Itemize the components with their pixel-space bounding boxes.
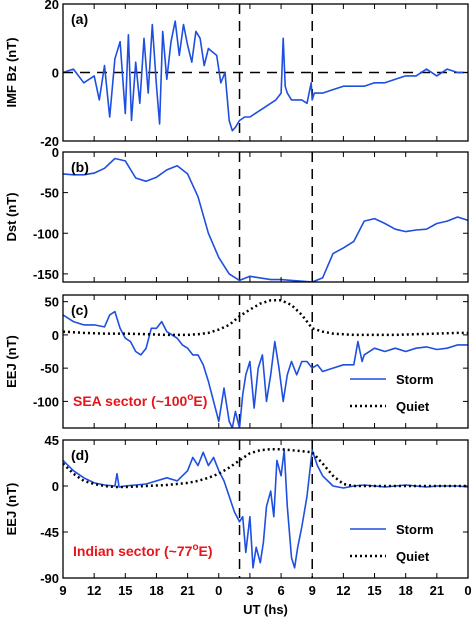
y-tick-label: -45 xyxy=(40,525,59,540)
x-tick-label: 3 xyxy=(246,583,253,598)
legend: Storm Quiet xyxy=(350,522,434,564)
x-tick-label: 0 xyxy=(464,583,471,598)
y-tick-label: 0 xyxy=(52,145,59,160)
legend-label-storm: Storm xyxy=(396,372,434,387)
plot-frame xyxy=(62,439,469,579)
y-axis-label: EEJ (nT) xyxy=(4,483,19,536)
panel-label: (d) xyxy=(71,447,89,463)
y-tick-label: -20 xyxy=(40,134,59,149)
y-tick-label: 50 xyxy=(45,295,59,310)
panel-label: (a) xyxy=(71,11,88,27)
x-tick-label: 15 xyxy=(367,583,381,598)
x-tick-label: 9 xyxy=(309,583,316,598)
panel-1: 20 0 -20 IMF Bz (nT) (a) xyxy=(4,0,469,149)
y-tick-label: 20 xyxy=(45,0,59,12)
series-data-line xyxy=(63,20,468,132)
x-axis-label: UT (hs) xyxy=(243,602,288,617)
series-group xyxy=(63,447,468,569)
legend-label-quiet: Quiet xyxy=(396,399,430,414)
x-tick-label: 9 xyxy=(59,583,66,598)
y-tick-label: -50 xyxy=(40,361,59,376)
panel-2: 0 -50 -100 -150 Dst (nT) (b) xyxy=(4,145,469,283)
x-tick-label: 0 xyxy=(215,583,222,598)
y-axis-label: Dst (nT) xyxy=(4,192,19,241)
x-tick-label: 18 xyxy=(149,583,163,598)
x-tick-label: 6 xyxy=(277,583,284,598)
x-tick-label: 21 xyxy=(430,583,444,598)
series-data-line xyxy=(63,157,468,282)
y-tick-label: -50 xyxy=(40,186,59,201)
sector-label: SEA sector (~100oE) xyxy=(73,392,207,409)
y-tick-label: -100 xyxy=(33,226,59,241)
plot-frame xyxy=(62,151,469,283)
series-storm-line xyxy=(63,310,468,428)
x-tick-label: 15 xyxy=(118,583,132,598)
panel-label: (c) xyxy=(71,302,88,318)
y-tick-label: 45 xyxy=(45,433,59,448)
y-tick-label: -90 xyxy=(40,571,59,586)
sector-label: Indian sector (~77oE) xyxy=(73,542,213,559)
y-tick-label: 0 xyxy=(52,479,59,494)
x-tick-label: 18 xyxy=(398,583,412,598)
y-tick-label: 0 xyxy=(52,328,59,343)
legend-label-storm: Storm xyxy=(396,522,434,537)
series-quiet-line xyxy=(63,447,468,489)
plot-frame xyxy=(62,294,469,429)
legend: Storm Quiet xyxy=(350,372,434,414)
legend-label-quiet: Quiet xyxy=(396,549,430,564)
x-tick-label: 21 xyxy=(180,583,194,598)
x-tick-label: 12 xyxy=(336,583,350,598)
y-tick-label: -150 xyxy=(33,267,59,282)
y-axis-label: EEJ (nT) xyxy=(4,335,19,388)
y-tick-label: 0 xyxy=(52,66,59,81)
panel-label: (b) xyxy=(71,159,89,175)
x-tick-label: 12 xyxy=(87,583,101,598)
series-group xyxy=(63,157,468,282)
y-axis-label: IMF Bz (nT) xyxy=(4,37,19,107)
panel-3: 50 0 -50 -100 EEJ (nT) (c) SEA sector (~100oE)… xyxy=(4,294,469,429)
series-group xyxy=(63,20,468,132)
series-quiet-line xyxy=(63,299,468,337)
series-group xyxy=(63,299,468,428)
y-tick-label: -100 xyxy=(33,394,59,409)
